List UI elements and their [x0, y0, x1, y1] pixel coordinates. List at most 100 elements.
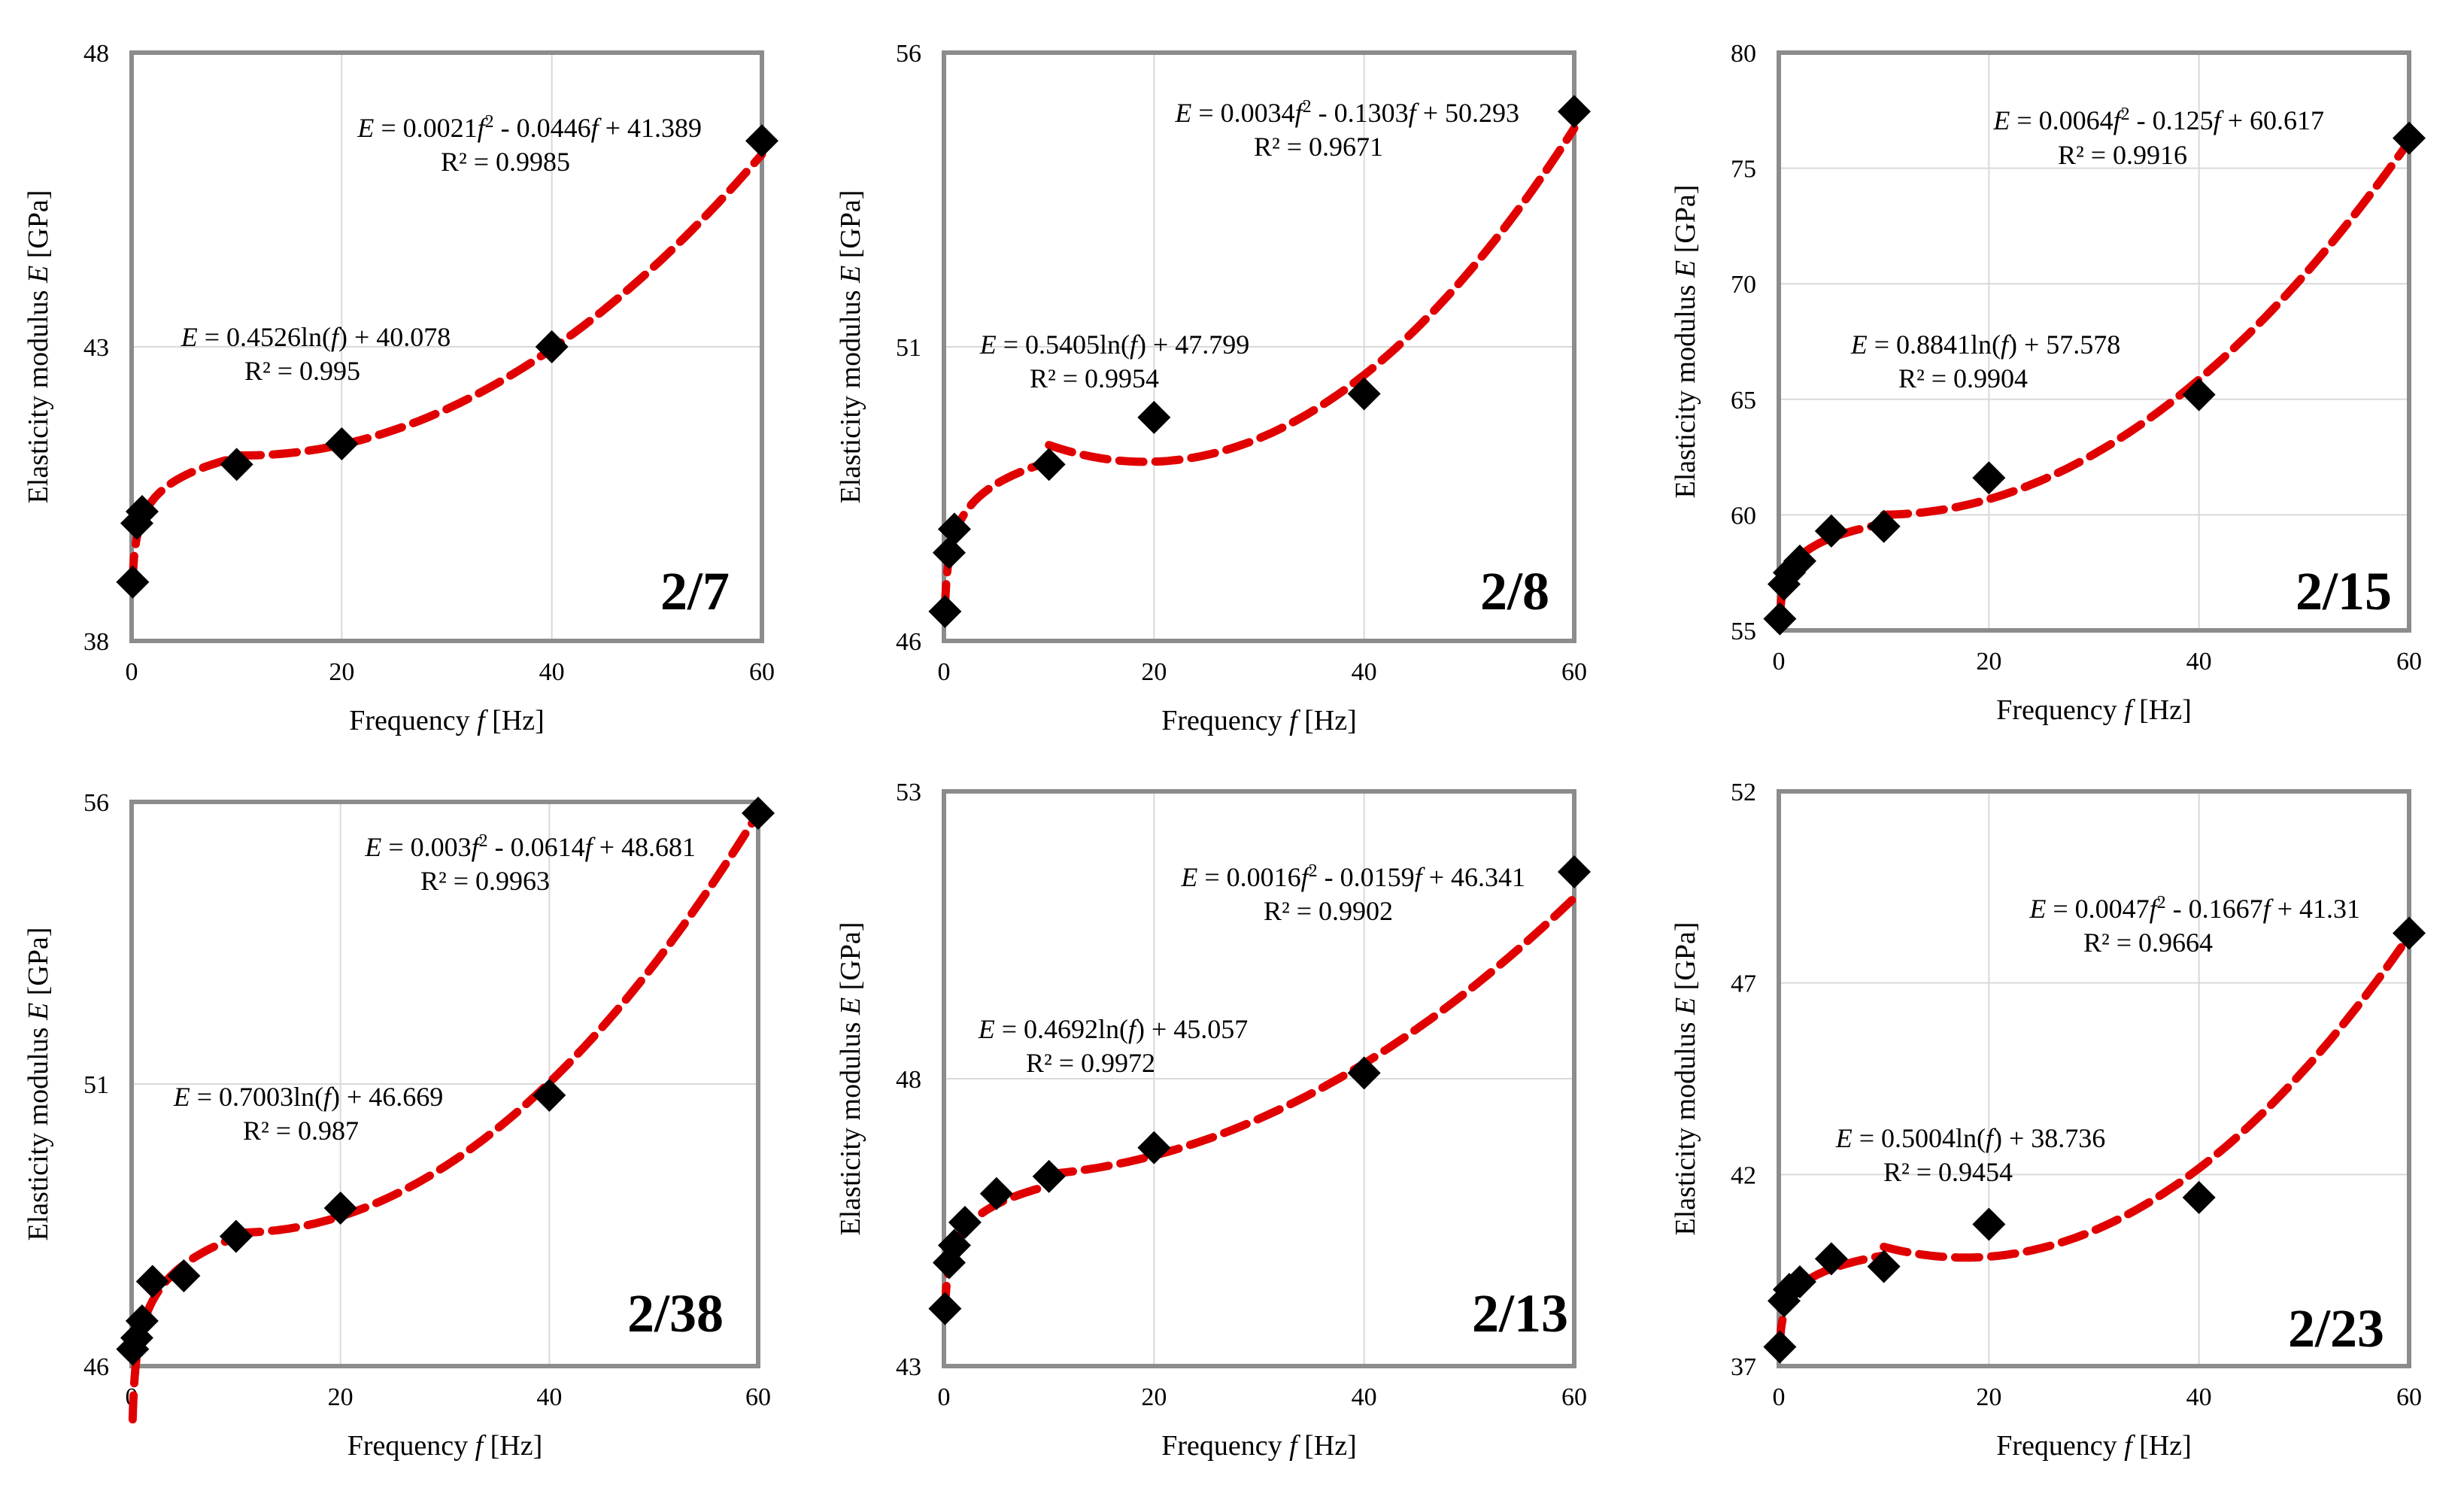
y-tick-label: 48: [896, 1066, 921, 1094]
data-point-marker: [1867, 1249, 1901, 1283]
panel-label: 2/23: [2288, 1298, 2384, 1359]
equation-coefficient: = 0.4692ln(: [995, 1014, 1128, 1044]
data-point-marker: [323, 1192, 357, 1225]
equation-variable: E: [978, 1014, 995, 1044]
poly-fit-r-squared: R² = 0.9963: [420, 866, 550, 896]
equation-coefficient: = 0.5405ln(: [997, 329, 1130, 360]
x-axis-label-text: Frequency: [347, 1430, 475, 1462]
x-tick-label: 60: [1561, 658, 1587, 686]
x-tick-label: 60: [1561, 1383, 1587, 1411]
y-tick-label: 56: [83, 789, 109, 817]
equation-coefficient: = 0.7003ln(: [190, 1082, 323, 1112]
y-axis-label-variable: E: [835, 997, 866, 1016]
y-axis-label-unit: [GPa]: [835, 922, 866, 997]
equation-coefficient: = 0.0021: [374, 113, 477, 143]
x-axis-label: Frequency f [Hz]: [347, 1430, 543, 1462]
log-fit-r-squared: R² = 0.987: [243, 1116, 359, 1146]
y-axis-label-unit: [GPa]: [23, 190, 54, 266]
y-tick-label: 75: [1731, 156, 1756, 184]
equation-exponent: 2: [2157, 893, 2166, 912]
equation-exponent: 2: [479, 831, 488, 851]
data-point-marker: [2393, 916, 2426, 950]
log-fit-r-squared: R² = 0.9954: [1030, 363, 1159, 393]
y-tick-label: 46: [896, 628, 921, 656]
plot-frame: [129, 50, 764, 643]
y-tick-label: 55: [1731, 618, 1756, 645]
data-point-marker: [1032, 1159, 1066, 1193]
equation-constant: + 50.293: [1416, 98, 1519, 128]
data-point-marker: [135, 1265, 169, 1298]
panel-label: 2/38: [627, 1283, 724, 1344]
equation-variable: E: [181, 322, 198, 352]
y-axis-label-variable: E: [1670, 997, 1701, 1016]
y-axis-label-text: Elasticity modulus: [23, 283, 54, 503]
data-point-marker: [1558, 855, 1591, 888]
poly-fit-r-squared: R² = 0.9664: [2083, 928, 2213, 958]
x-tick-label: 20: [328, 1383, 354, 1411]
log-fit-equation: E = 0.5004ln(f) + 38.736: [1835, 1123, 2106, 1153]
equation-variable: E: [2029, 894, 2046, 924]
poly-fit-r-squared: R² = 0.9985: [441, 147, 570, 177]
data-point-marker: [928, 594, 962, 628]
data-point-marker: [742, 797, 775, 830]
y-axis-label: Elasticity modulus E [GPa]: [23, 928, 54, 1241]
x-axis-label-text: Frequency: [349, 705, 477, 736]
y-tick-label: 38: [83, 628, 109, 656]
log-fit-r-squared: R² = 0.9972: [1026, 1048, 1155, 1078]
y-axis-label-unit: [GPa]: [835, 190, 866, 266]
x-tick-label: 20: [1141, 658, 1167, 686]
y-axis-label-unit: [GPa]: [23, 928, 54, 1003]
equation-coefficient: = 0.4526ln(: [198, 322, 331, 352]
x-tick-label: 0: [1773, 648, 1786, 676]
data-point-marker: [167, 1259, 201, 1292]
chart-panel: 37 42 47 52 0 20 40 60 Frequency f [Hz] Elasticit…: [1670, 779, 2426, 1462]
data-point-marker: [937, 512, 971, 546]
y-tick-label: 48: [83, 40, 109, 68]
plot-frame: [942, 50, 1576, 643]
log-fit-r-squared: R² = 0.995: [244, 356, 360, 386]
poly-fit-curve: [1045, 894, 1579, 1179]
log-fit-r-squared: R² = 0.9454: [1883, 1157, 2013, 1187]
x-axis-label-unit: [Hz]: [1297, 1430, 1357, 1462]
log-fit-equation: E = 0.4692ln(f) + 45.057: [978, 1014, 1249, 1044]
equation-coefficient: = 0.0064: [2010, 105, 2113, 135]
equation-coefficient: = 0.5004ln(: [1853, 1123, 1986, 1153]
data-point-marker: [116, 565, 150, 599]
y-axis-label-variable: E: [1670, 260, 1701, 278]
y-axis-label: Elasticity modulus E [GPa]: [23, 190, 54, 504]
x-tick-label: 40: [1352, 658, 1377, 686]
equation-exponent: 2: [1309, 861, 1318, 881]
equation-coefficient: = 0.003: [381, 832, 471, 862]
data-point-marker: [1972, 461, 2006, 495]
x-tick-label: 40: [536, 1383, 562, 1411]
log-fit-equation: E = 0.5405ln(f) + 47.799: [979, 329, 1250, 360]
y-axis-label-text: Elasticity modulus: [1670, 278, 1701, 498]
y-axis-label-unit: [GPa]: [1670, 922, 1701, 997]
data-point-marker: [125, 494, 159, 528]
x-axis-label: Frequency f [Hz]: [1996, 1430, 2192, 1462]
x-tick-label: 0: [938, 658, 951, 686]
equation-constant: + 60.617: [2221, 105, 2324, 135]
y-axis-label: Elasticity modulus E [GPa]: [1670, 922, 1701, 1236]
poly-fit-r-squared: R² = 0.9671: [1254, 132, 1383, 162]
data-point-marker: [1558, 95, 1591, 129]
y-tick-label: 37: [1731, 1353, 1756, 1381]
x-tick-label: 20: [1141, 1383, 1167, 1411]
data-point-marker: [948, 1206, 982, 1239]
poly-fit-r-squared: R² = 0.9916: [2058, 140, 2187, 170]
x-axis-label-unit: [Hz]: [485, 705, 545, 736]
equation-variable: E: [1174, 98, 1191, 128]
x-tick-label: 60: [2396, 648, 2422, 676]
y-tick-label: 51: [896, 334, 921, 362]
equation-coefficient: - 0.0159: [1318, 862, 1415, 892]
panel-label: 2/13: [1472, 1283, 1568, 1344]
data-point-marker: [219, 1219, 253, 1253]
x-tick-label: 0: [126, 658, 138, 686]
data-point-marker: [325, 427, 359, 461]
plot-frame: [129, 800, 760, 1368]
y-axis-label-text: Elasticity modulus: [835, 283, 866, 503]
data-point-marker: [1347, 1056, 1381, 1090]
equation-coefficient: - 0.0614: [488, 832, 585, 862]
equation-constant: ) + 57.578: [2008, 329, 2120, 360]
